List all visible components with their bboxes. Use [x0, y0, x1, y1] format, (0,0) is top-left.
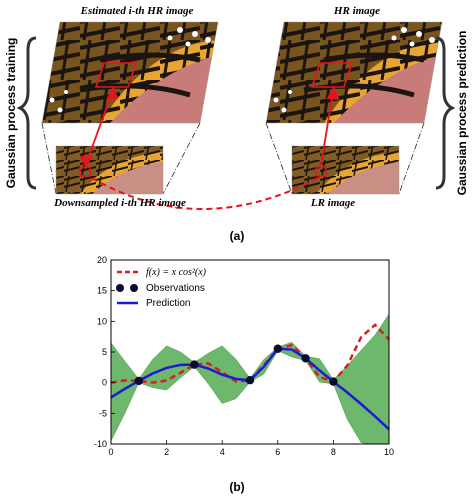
bottom-left-label: Downsampled i-th HR image	[53, 197, 186, 209]
observation-point	[329, 377, 338, 386]
y-axis: -10 -5 0 5 10 15 20	[94, 255, 115, 449]
y-tick-label: 0	[102, 378, 107, 388]
x-tick-label: 4	[220, 447, 225, 457]
arrows	[79, 85, 340, 168]
x-tick-label: 6	[275, 447, 280, 457]
x-tick-label: 10	[384, 447, 394, 457]
dashed-curve	[91, 177, 319, 210]
x-tick-label: 0	[108, 447, 113, 457]
top-right-label: HR image	[333, 5, 380, 17]
lr-patch-box-left	[79, 166, 91, 177]
lr-patch-box-right	[315, 166, 327, 177]
legend-observation-dot-2	[130, 284, 138, 292]
gp-regression-chart: 0 2 4 6 8 10 -10 -5 0 5 10 15 20 f(x) = x cos²(x) O…	[94, 255, 394, 457]
bottom-right-label: LR image	[310, 197, 355, 209]
hr-image	[266, 22, 442, 123]
arrow-up-left	[85, 89, 114, 165]
bottom-right-frame	[291, 145, 400, 195]
hr-patch-box-right	[310, 62, 354, 88]
arrow-right	[320, 91, 334, 166]
observations-layer	[134, 344, 338, 386]
bottom-left-frame	[55, 145, 164, 195]
left-side-label: Gaussian process training	[4, 38, 18, 189]
y-tick-label: 5	[102, 347, 107, 357]
caption-b: (b)	[229, 480, 244, 494]
lr-image	[292, 146, 399, 194]
observation-point	[190, 360, 199, 369]
right-side-label: Gaussian process prediction	[455, 31, 469, 196]
left-brace	[16, 36, 37, 190]
estimated-hr-image	[42, 22, 218, 123]
caption-a: (a)	[230, 229, 245, 243]
arrowhead-down	[79, 156, 93, 168]
x-tick-label: 2	[164, 447, 169, 457]
x-tick-label: 8	[331, 447, 336, 457]
y-tick-label: 15	[97, 286, 107, 296]
legend-prediction-label: Prediction	[146, 298, 190, 309]
observation-point	[273, 344, 282, 353]
hr-patch-box-left	[94, 62, 138, 88]
legend: f(x) = x cos²(x) Observations Prediction	[116, 267, 207, 309]
top-left-label: Estimated i-th HR image	[80, 5, 194, 17]
legend-observation-dot-1	[116, 284, 124, 292]
legend-function-label: f(x) = x cos²(x)	[146, 267, 207, 278]
x-axis: 0 2 4 6 8 10	[108, 440, 394, 457]
projection-lines	[41, 122, 425, 195]
arrowhead-right-up	[326, 85, 340, 101]
y-tick-label: -10	[94, 439, 107, 449]
arrowhead-up	[106, 85, 119, 99]
y-tick-label: 10	[97, 316, 107, 326]
legend-observations-label: Observations	[146, 283, 205, 294]
right-brace	[435, 36, 456, 190]
y-tick-label: -5	[99, 408, 107, 418]
observation-point	[245, 376, 255, 385]
observation-point	[134, 376, 143, 386]
observation-point	[301, 354, 310, 363]
y-tick-label: 20	[97, 255, 107, 265]
downsampled-hr-image	[56, 146, 163, 194]
